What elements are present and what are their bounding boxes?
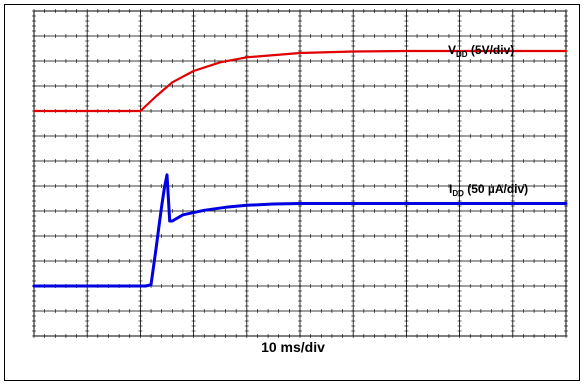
idd-label-sub: DD <box>452 189 464 198</box>
idd-trace <box>32 173 568 288</box>
vdd-label-main: V <box>448 43 456 57</box>
idd-label-main: I <box>449 182 452 196</box>
vdd-trace <box>32 49 568 113</box>
vdd-label-sub: DD <box>456 50 468 59</box>
oscilloscope-frame <box>4 4 580 381</box>
idd-label-rest: (50 µA/div) <box>464 182 528 196</box>
x-axis-label: 10 ms/div <box>261 339 325 355</box>
vdd-label-rest: (5V/div) <box>468 43 515 57</box>
grid <box>32 9 568 338</box>
vdd-series-label: VDD (5V/div) <box>448 43 514 59</box>
idd-series-label: IDD (50 µA/div) <box>449 182 528 198</box>
traces <box>32 49 568 288</box>
